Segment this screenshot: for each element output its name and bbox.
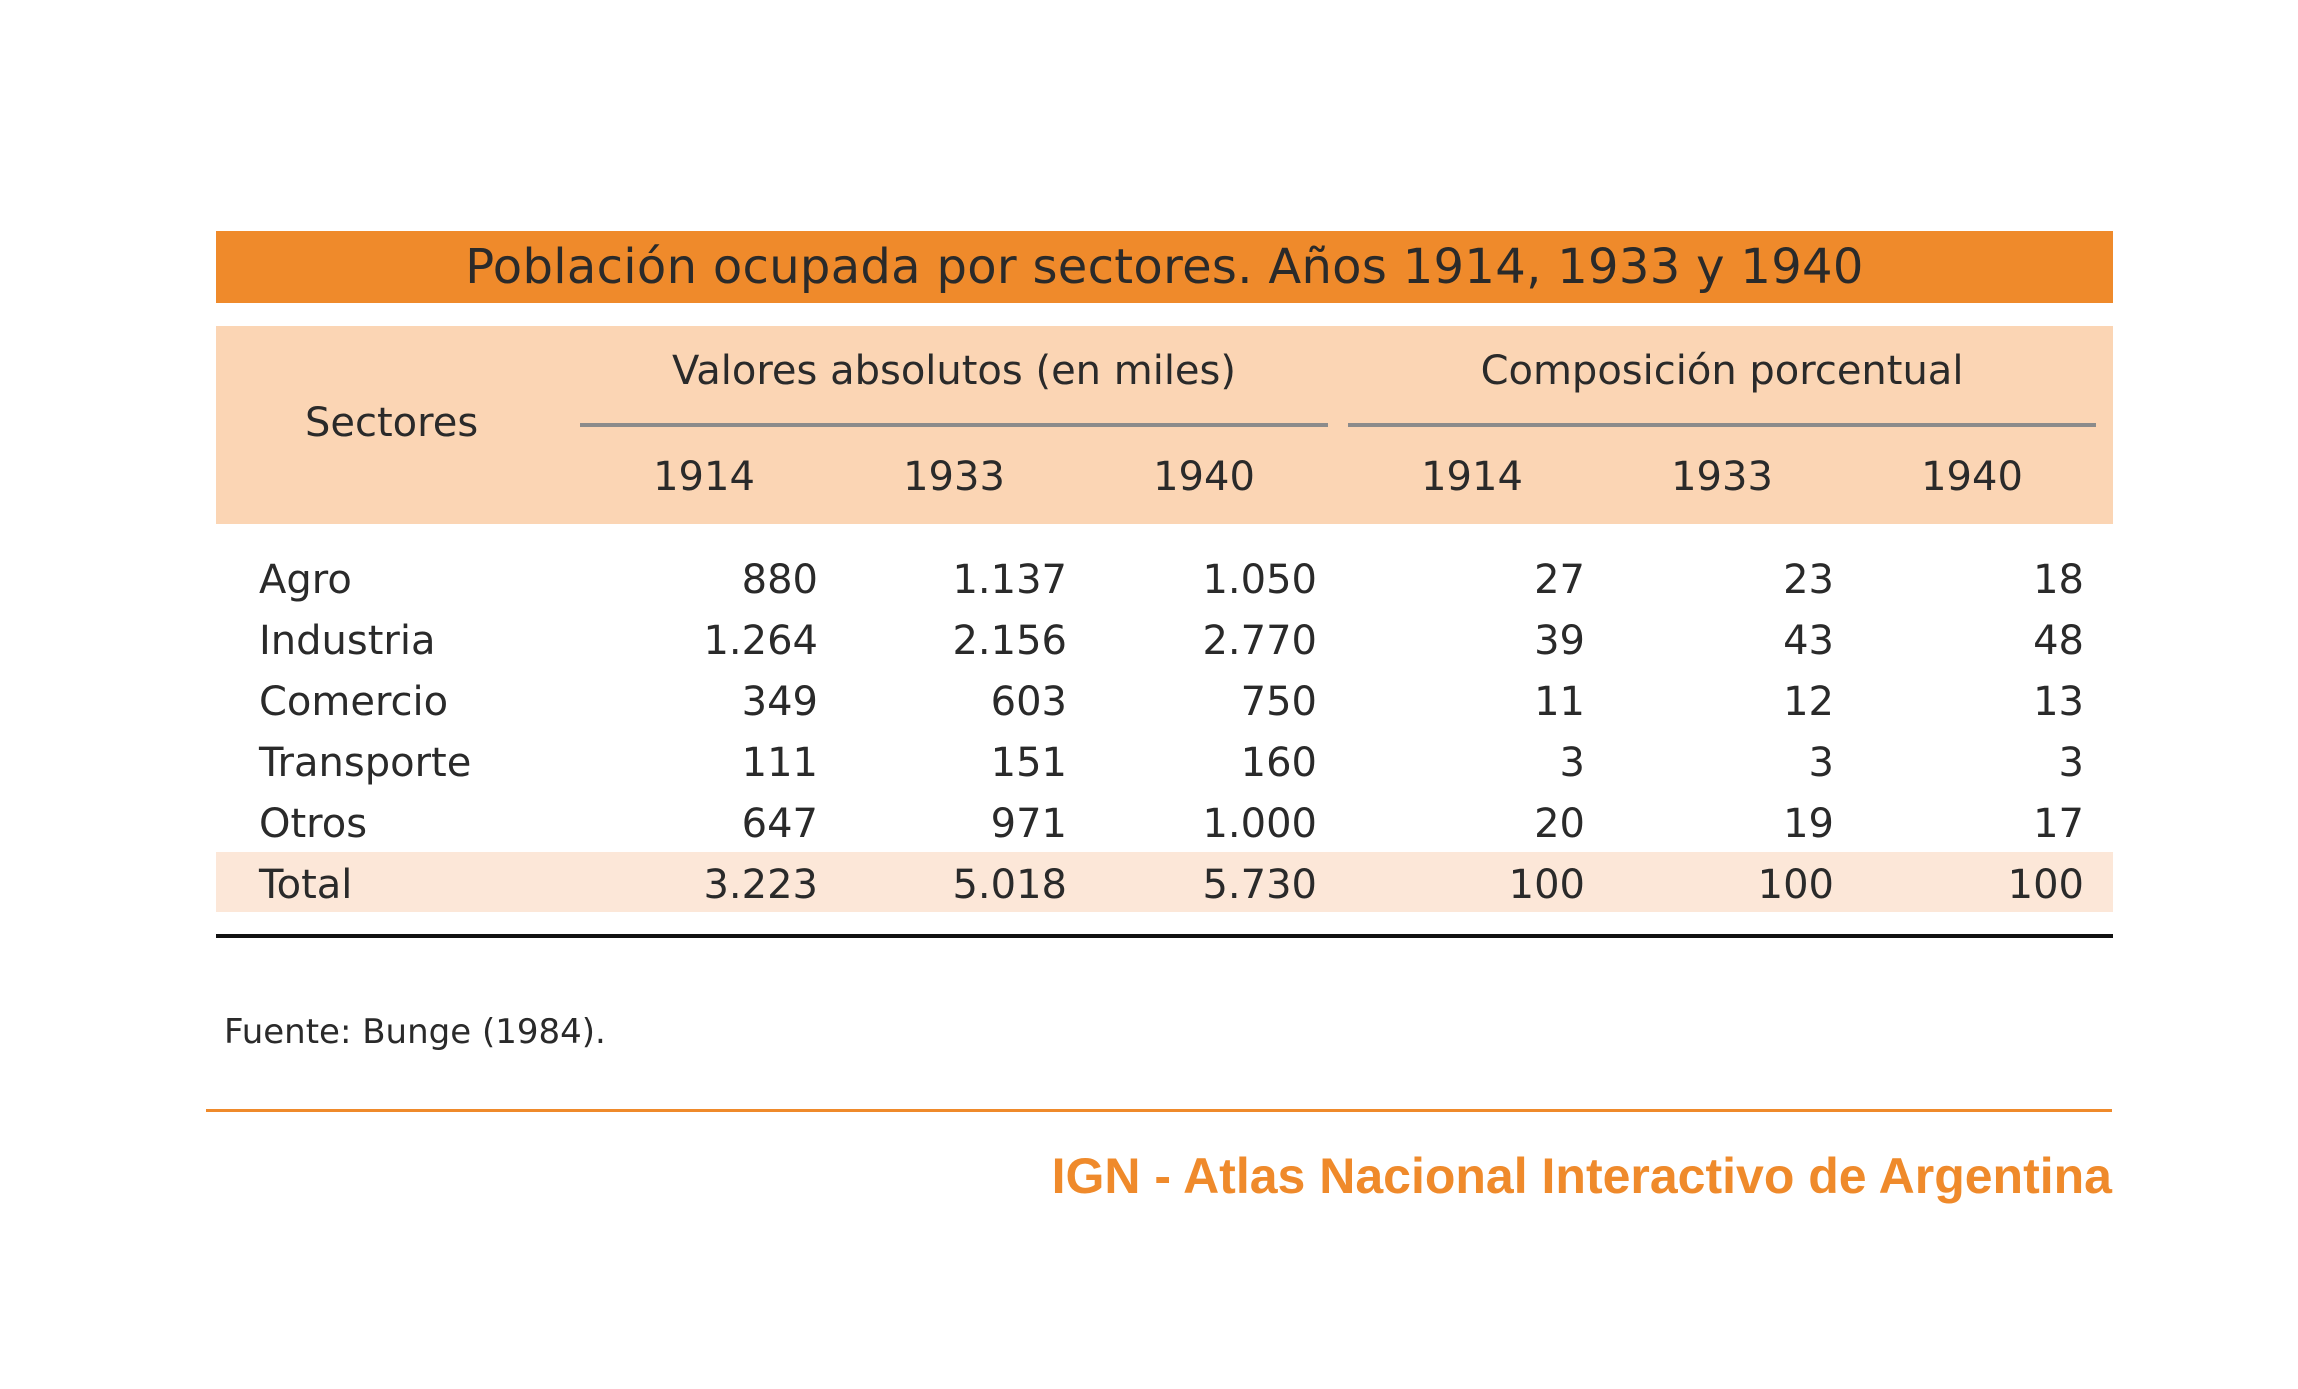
percent-value-cell: 39: [1534, 618, 1585, 664]
row-label: Total: [259, 862, 353, 908]
row-label: Otros: [259, 801, 368, 847]
year-header: 1933: [1671, 454, 1773, 500]
percent-value-cell: 23: [1783, 557, 1834, 603]
table-title: Población ocupada por sectores. Años 191…: [216, 231, 2113, 303]
group-divider-percent: [1348, 423, 2096, 427]
table-bottom-rule: [216, 934, 2113, 938]
row-label: Industria: [259, 618, 436, 664]
percent-value-cell: 48: [2033, 618, 2084, 664]
absolute-value-cell: 647: [741, 801, 818, 847]
absolute-value-cell: 2.770: [1202, 618, 1317, 664]
percent-value-cell: 18: [2033, 557, 2084, 603]
percent-value-cell: 3: [1559, 740, 1585, 786]
absolute-value-cell: 1.264: [703, 618, 818, 664]
absolute-value-cell: 603: [990, 679, 1067, 725]
percent-value-cell: 27: [1534, 557, 1585, 603]
absolute-value-cell: 111: [741, 740, 818, 786]
absolute-value-cell: 750: [1240, 679, 1317, 725]
total-row-band: [216, 852, 2113, 912]
absolute-value-cell: 1.000: [1202, 801, 1317, 847]
percent-value-cell: 100: [2007, 862, 2084, 908]
percent-value-cell: 19: [1783, 801, 1834, 847]
percent-value-cell: 11: [1534, 679, 1585, 725]
absolute-value-cell: 349: [741, 679, 818, 725]
absolute-value-cell: 1.050: [1202, 557, 1317, 603]
absolute-value-cell: 5.018: [952, 862, 1067, 908]
absolute-value-cell: 151: [990, 740, 1067, 786]
percent-value-cell: 43: [1783, 618, 1834, 664]
sectors-header: Sectores: [305, 400, 479, 446]
absolute-value-cell: 160: [1240, 740, 1317, 786]
year-header: 1940: [1921, 454, 2023, 500]
row-label: Transporte: [259, 740, 472, 786]
group-header-absolute: Valores absolutos (en miles): [671, 348, 1236, 394]
percent-value-cell: 12: [1783, 679, 1834, 725]
row-label: Agro: [259, 557, 352, 603]
percent-value-cell: 100: [1757, 862, 1834, 908]
year-header: 1914: [1421, 454, 1523, 500]
absolute-value-cell: 3.223: [703, 862, 818, 908]
percent-value-cell: 3: [2058, 740, 2084, 786]
percent-value-cell: 17: [2033, 801, 2084, 847]
year-header: 1933: [903, 454, 1005, 500]
absolute-value-cell: 971: [990, 801, 1067, 847]
group-divider-absolute: [580, 423, 1328, 427]
percent-value-cell: 100: [1508, 862, 1585, 908]
year-header: 1914: [653, 454, 755, 500]
absolute-value-cell: 880: [741, 557, 818, 603]
footer-divider: [206, 1109, 2112, 1112]
absolute-value-cell: 5.730: [1202, 862, 1317, 908]
percent-value-cell: 13: [2033, 679, 2084, 725]
absolute-value-cell: 1.137: [952, 557, 1067, 603]
footer-credit: IGN - Atlas Nacional Interactivo de Arge…: [1051, 1148, 2112, 1204]
percent-value-cell: 20: [1534, 801, 1585, 847]
year-header: 1940: [1153, 454, 1255, 500]
source-note: Fuente: Bunge (1984).: [224, 1012, 606, 1052]
percent-value-cell: 3: [1808, 740, 1834, 786]
row-label: Comercio: [259, 679, 449, 725]
group-header-percent: Composición porcentual: [1480, 348, 1964, 394]
absolute-value-cell: 2.156: [952, 618, 1067, 664]
